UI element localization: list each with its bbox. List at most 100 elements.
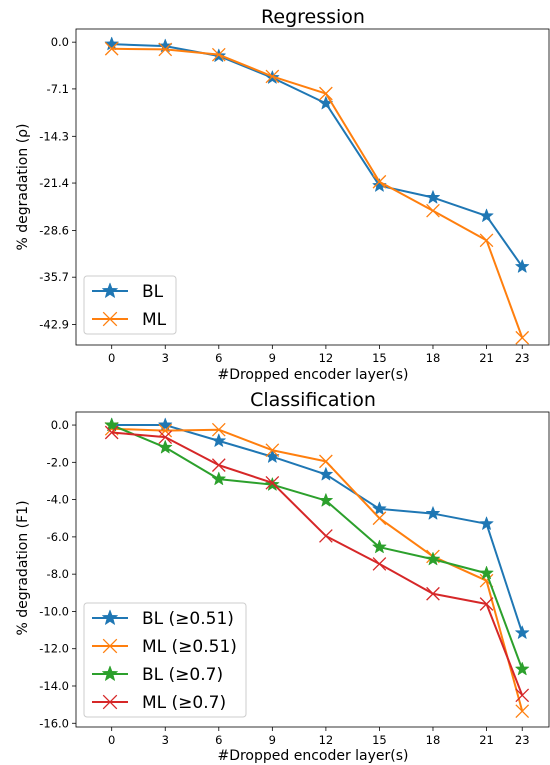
data-point bbox=[211, 422, 226, 437]
plot-frame bbox=[75, 411, 550, 728]
legend-item: ML bbox=[92, 310, 167, 330]
data-point bbox=[372, 557, 387, 571]
data-point bbox=[426, 203, 440, 218]
data-point bbox=[515, 688, 530, 703]
legend-label: ML (≥0.51) bbox=[142, 637, 237, 657]
data-point bbox=[104, 36, 119, 51]
x-tick-label: 15 bbox=[372, 733, 387, 747]
x-tick-label: 12 bbox=[319, 733, 334, 747]
legend-label: BL bbox=[142, 282, 164, 302]
data-point bbox=[319, 529, 333, 543]
data-point bbox=[211, 471, 226, 486]
series-line bbox=[111, 43, 524, 268]
y-tick-label: -2.0 bbox=[47, 455, 69, 469]
x-tick-label: 18 bbox=[426, 733, 441, 747]
data-point bbox=[479, 565, 494, 580]
data-point bbox=[104, 41, 119, 56]
data-point bbox=[102, 609, 118, 625]
x-tick-label: 12 bbox=[319, 351, 334, 365]
data-point bbox=[158, 430, 173, 444]
data-point bbox=[102, 665, 118, 681]
y-tick-label: -35.7 bbox=[39, 270, 69, 284]
data-point bbox=[426, 506, 440, 520]
data-point bbox=[319, 454, 333, 469]
data-point bbox=[158, 417, 173, 432]
y-tick-label: -6.0 bbox=[47, 530, 69, 544]
y-tick-label: -4.0 bbox=[47, 493, 69, 507]
legend-item: ML (≥0.51) bbox=[92, 637, 237, 657]
x-tick-label: 6 bbox=[215, 733, 222, 747]
data-point bbox=[265, 69, 280, 84]
data-point bbox=[265, 475, 280, 490]
x-tick-label: 21 bbox=[479, 351, 494, 365]
y-tick-label: -21.4 bbox=[39, 176, 69, 190]
series-line bbox=[111, 424, 524, 634]
x-tick-label: 23 bbox=[515, 733, 530, 747]
series bbox=[104, 425, 530, 703]
x-tick-label: 15 bbox=[372, 351, 387, 365]
x-tick-label: 3 bbox=[162, 733, 169, 747]
data-point bbox=[102, 694, 118, 710]
data-point bbox=[515, 704, 530, 718]
data-point bbox=[372, 539, 387, 554]
regression-chart: Regression #Dropped encoder layer(s) % d… bbox=[15, 6, 550, 383]
data-point bbox=[102, 638, 118, 654]
x-tick-label: 21 bbox=[479, 733, 494, 747]
data-point bbox=[426, 190, 440, 204]
legend-label: ML (≥0.7) bbox=[142, 693, 226, 713]
data-point bbox=[479, 516, 494, 530]
x-axis-label: #Dropped encoder layer(s) bbox=[217, 748, 408, 764]
x-axis-label: #Dropped encoder layer(s) bbox=[217, 367, 408, 383]
data-point bbox=[158, 42, 173, 57]
x-tick-label: 6 bbox=[215, 351, 222, 365]
data-point bbox=[426, 551, 440, 566]
data-point bbox=[158, 440, 173, 454]
plot-frame bbox=[75, 28, 550, 346]
legend-box bbox=[83, 602, 247, 718]
data-point bbox=[372, 511, 387, 526]
chart-title: Regression bbox=[261, 6, 365, 28]
y-tick-label: -14.0 bbox=[39, 679, 69, 693]
series bbox=[104, 41, 530, 345]
x-tick-label: 23 bbox=[515, 351, 530, 365]
data-point bbox=[211, 458, 226, 472]
x-tick-label: 18 bbox=[426, 351, 441, 365]
legend-label: ML bbox=[142, 310, 167, 330]
data-point bbox=[515, 259, 530, 273]
classification-chart: Classification #Dropped encoder layer(s)… bbox=[15, 389, 550, 764]
data-point bbox=[211, 433, 226, 447]
data-point bbox=[104, 417, 119, 432]
legend-label: BL (≥0.7) bbox=[142, 665, 223, 685]
data-point bbox=[479, 233, 494, 248]
x-tick-label: 9 bbox=[269, 351, 276, 365]
data-point bbox=[318, 493, 333, 507]
y-tick-label: -10.0 bbox=[39, 604, 69, 618]
y-tick-label: -8.0 bbox=[47, 567, 69, 581]
chart-title: Classification bbox=[250, 389, 376, 411]
data-point bbox=[102, 282, 118, 298]
x-tick-label: 9 bbox=[269, 733, 276, 747]
series bbox=[104, 36, 530, 273]
y-tick-label: -28.6 bbox=[39, 223, 69, 237]
legend-item: BL (≥0.51) bbox=[92, 609, 234, 629]
y-tick-label: 0.0 bbox=[51, 35, 69, 49]
data-point bbox=[479, 208, 494, 222]
data-point bbox=[211, 47, 226, 62]
legend: BL (≥0.51) ML (≥0.51) BL (≥0.7) ML (≥0.7) bbox=[83, 602, 247, 718]
legend-label: BL (≥0.51) bbox=[142, 609, 234, 629]
data-point bbox=[319, 86, 333, 101]
data-point bbox=[318, 467, 333, 481]
x-tick-label: 0 bbox=[108, 351, 115, 365]
y-axis-label: % degradation (ρ) bbox=[15, 123, 31, 250]
y-axis-label: % degradation (F1) bbox=[15, 500, 31, 635]
x-tick-label: 3 bbox=[162, 351, 169, 365]
data-point bbox=[479, 597, 494, 611]
legend-item: BL bbox=[92, 282, 164, 302]
legend: BL ML bbox=[83, 275, 177, 335]
data-point bbox=[515, 625, 530, 639]
y-tick-label: -42.9 bbox=[39, 318, 69, 332]
data-point bbox=[265, 443, 280, 458]
data-point bbox=[372, 501, 387, 515]
y-tick-label: 0.0 bbox=[51, 418, 69, 432]
